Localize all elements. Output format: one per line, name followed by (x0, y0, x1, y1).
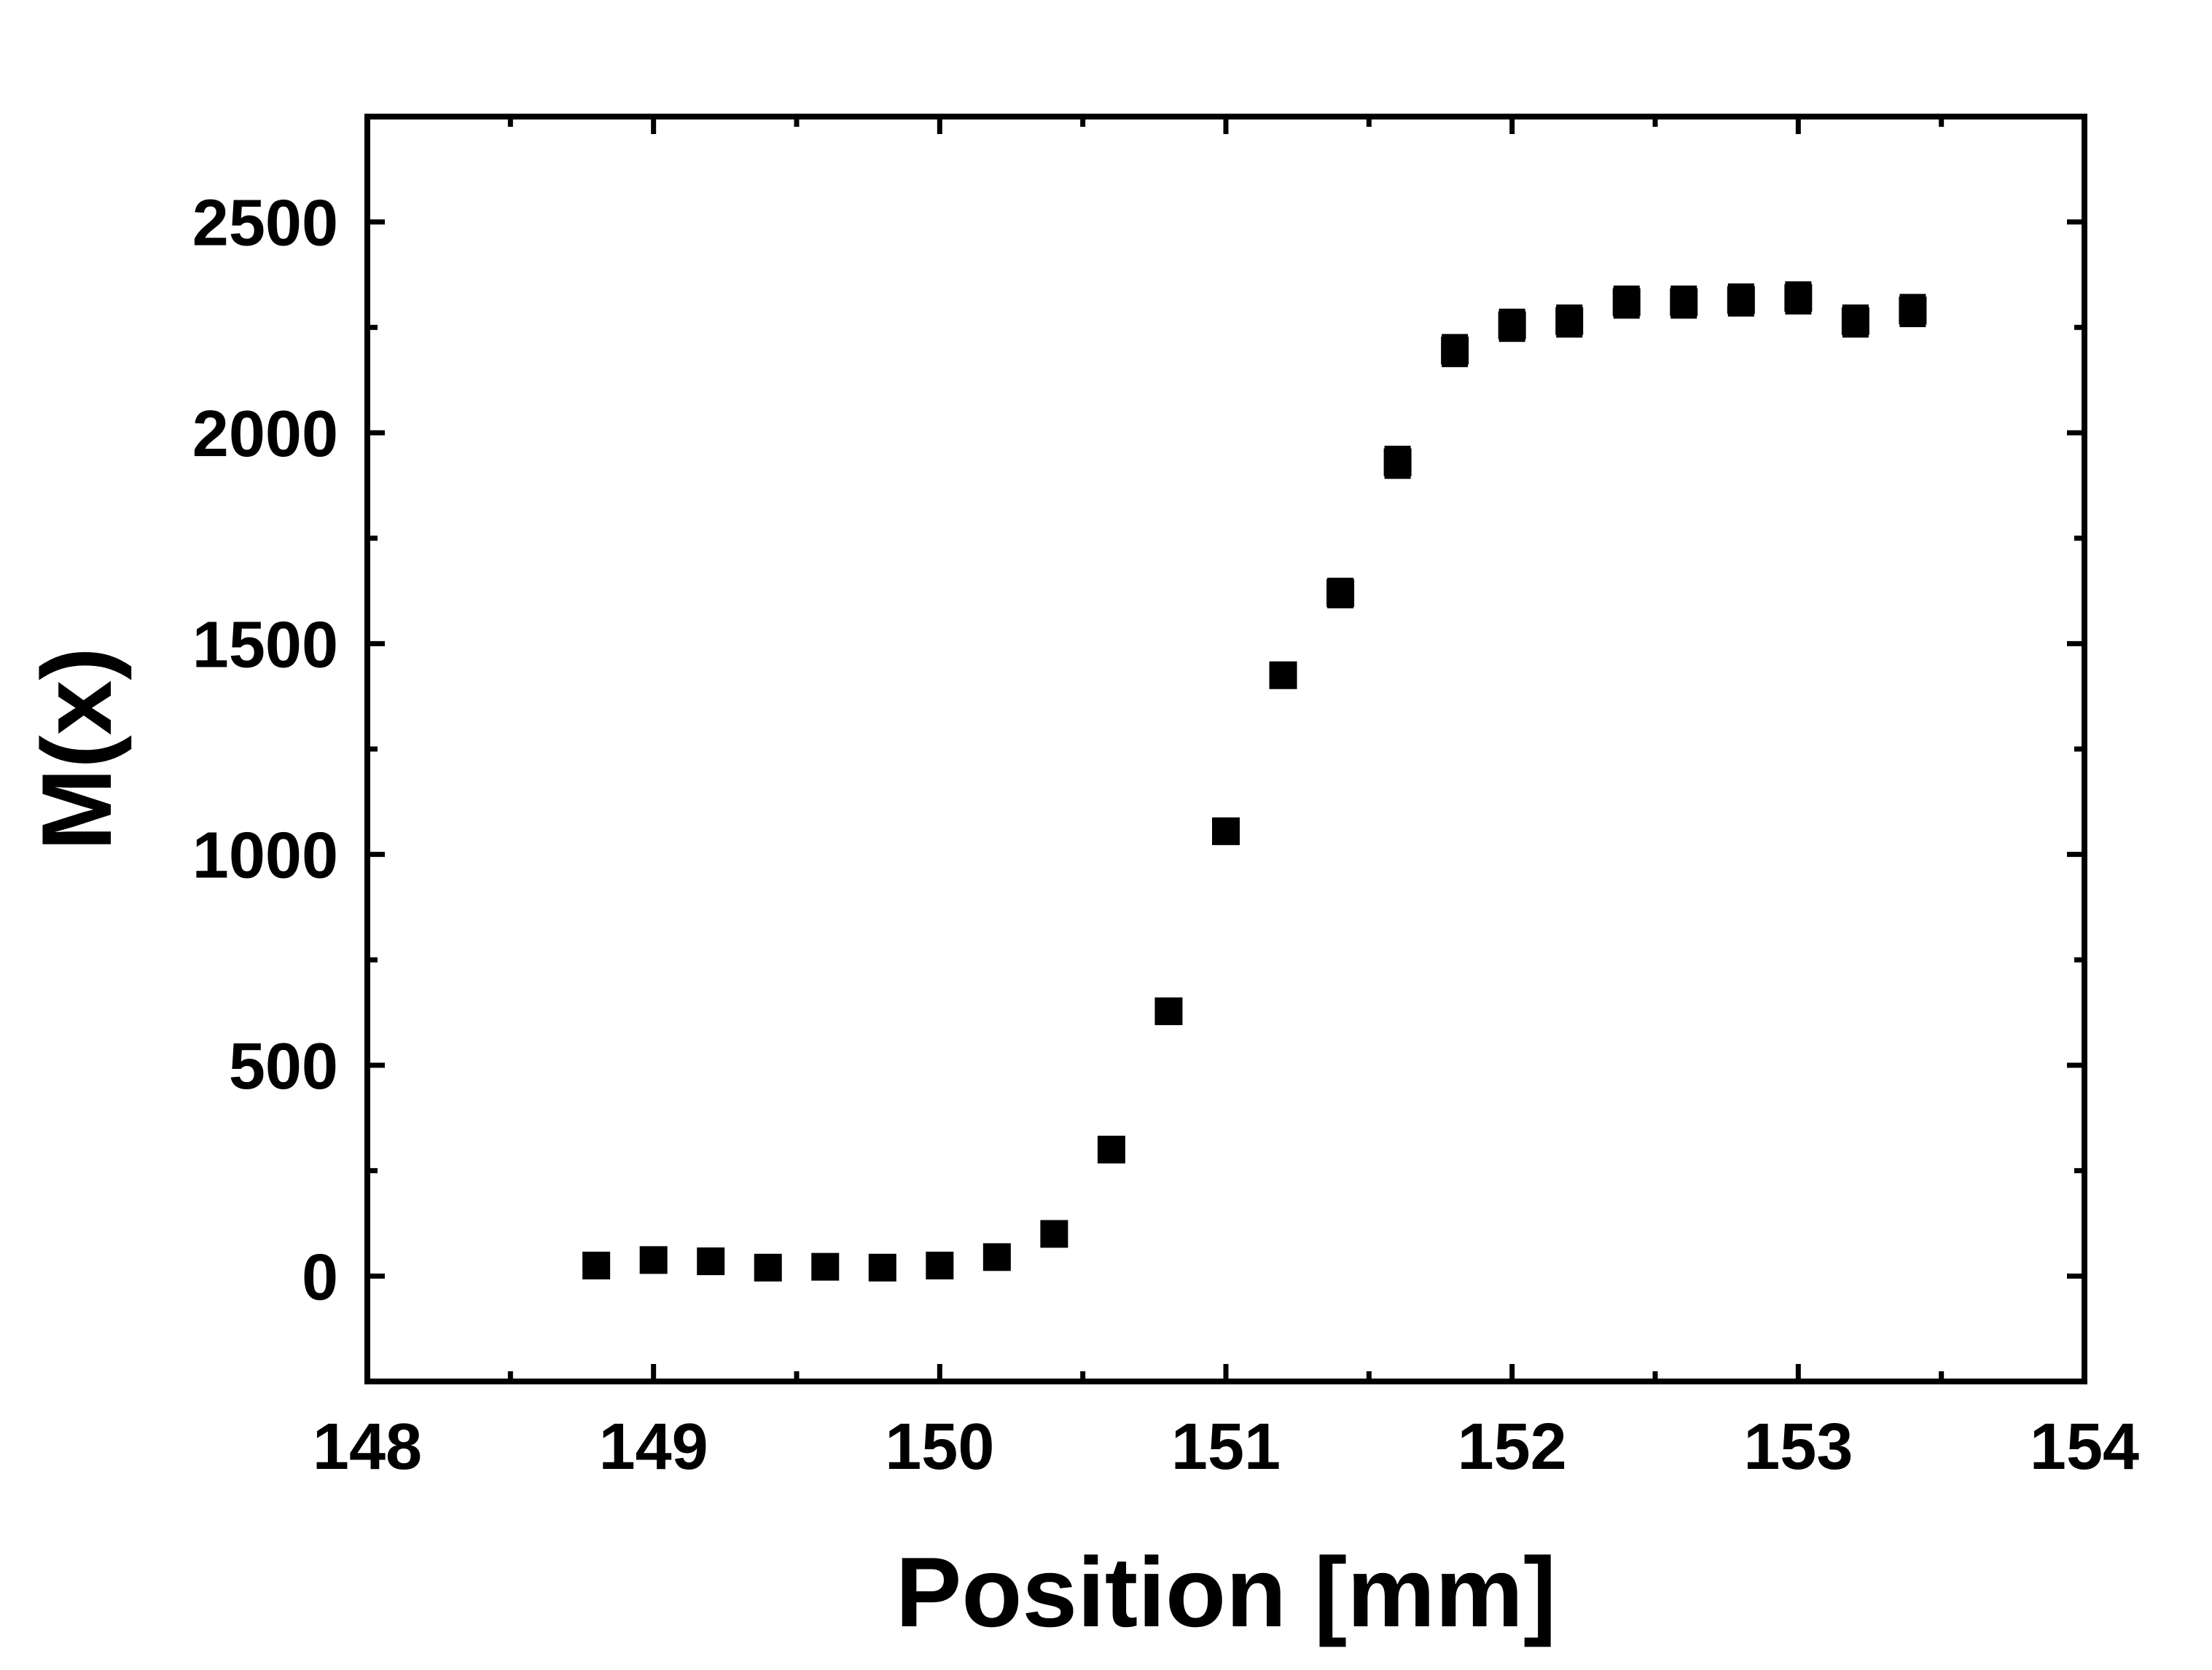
data-point (754, 1253, 782, 1282)
data-marker (639, 1246, 668, 1274)
data-marker (1154, 997, 1183, 1025)
y-tick-label: 1000 (192, 820, 338, 893)
data-point (1612, 285, 1641, 319)
ticks-layer (364, 114, 2087, 1384)
data-point (582, 1251, 611, 1279)
data-point (982, 1243, 1011, 1271)
data-point (1154, 997, 1183, 1025)
data-marker (1441, 337, 1469, 365)
y-tick-label: 2000 (192, 398, 338, 471)
y-tick-label: 2500 (192, 187, 338, 260)
data-marker (1212, 817, 1240, 845)
data-marker (1670, 288, 1698, 316)
data-point (1383, 445, 1412, 479)
data-marker (982, 1243, 1011, 1271)
data-marker (1784, 283, 1813, 312)
x-tick-label: 151 (1171, 1411, 1281, 1483)
data-marker (1899, 297, 1927, 325)
data-marker (754, 1253, 782, 1282)
data-point (639, 1246, 668, 1274)
data-point (1040, 1220, 1068, 1248)
labels-layer: 148 149 150 151 152 153 154 0 500 1000 1500 2000 250… (192, 187, 2139, 1483)
data-point (1498, 308, 1526, 342)
y-tick-label: 0 (302, 1241, 338, 1314)
data-point (1212, 817, 1240, 845)
points-layer (582, 281, 1927, 1282)
x-tick-label: 148 (313, 1411, 422, 1483)
x-tick-label: 152 (1458, 1411, 1567, 1483)
data-point (811, 1252, 840, 1281)
data-marker (582, 1251, 611, 1279)
data-point (1727, 283, 1755, 317)
y-tick-label: 1500 (192, 608, 338, 681)
data-point (697, 1247, 725, 1276)
data-marker (1040, 1220, 1068, 1248)
data-point (1326, 577, 1355, 608)
data-marker (1383, 448, 1412, 477)
data-point (1555, 304, 1584, 338)
x-tick-label: 150 (885, 1411, 994, 1483)
data-point (1441, 334, 1469, 367)
data-marker (1269, 661, 1297, 689)
y-tick-label: 500 (229, 1030, 338, 1103)
data-marker (1555, 307, 1584, 335)
data-point (868, 1253, 896, 1282)
data-marker (811, 1252, 840, 1281)
data-marker (1841, 307, 1869, 335)
data-marker (1326, 579, 1355, 607)
data-point (1670, 285, 1698, 319)
data-point (1097, 1135, 1125, 1164)
data-point (1899, 294, 1927, 327)
data-point (1784, 281, 1813, 315)
plot-frame (364, 114, 2087, 1384)
data-point (926, 1251, 954, 1279)
data-marker (1097, 1135, 1125, 1164)
data-marker (1727, 286, 1755, 314)
x-tick-label: 153 (1743, 1411, 1853, 1483)
y-axis-title: M(x) (21, 647, 132, 851)
x-tick-label: 149 (599, 1411, 708, 1483)
data-marker (868, 1253, 896, 1282)
x-tick-label: 154 (2030, 1411, 2139, 1483)
data-point (1269, 661, 1297, 689)
data-marker (1612, 288, 1641, 316)
data-marker (926, 1251, 954, 1279)
data-marker (1498, 311, 1526, 340)
data-point (1841, 304, 1869, 338)
data-marker (697, 1247, 725, 1276)
x-axis-title: Position [mm] (896, 1537, 1557, 1647)
